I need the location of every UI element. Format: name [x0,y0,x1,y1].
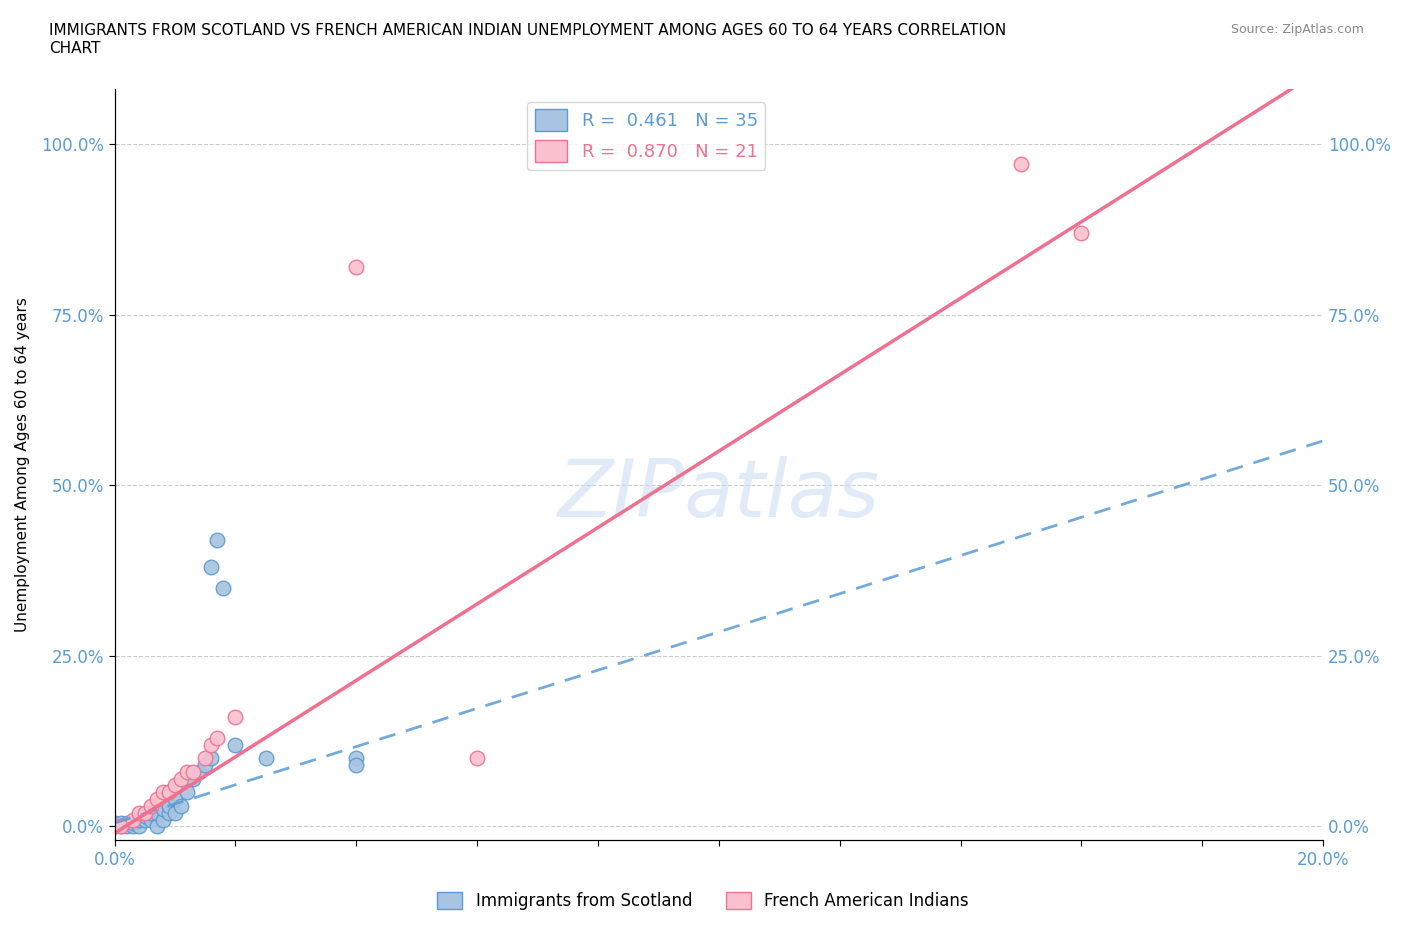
Point [110,819,132,834]
Point [139,812,162,827]
Point [194,751,217,765]
Legend: Immigrants from Scotland, French American Indians: Immigrants from Scotland, French America… [430,885,976,917]
Point [188,764,211,779]
Point [163,791,186,806]
Point [121,812,143,827]
Point [224,737,246,752]
Text: Source: ZipAtlas.com: Source: ZipAtlas.com [1230,23,1364,36]
Point [134,809,156,824]
Point [157,805,180,820]
Point [170,799,193,814]
Point [465,751,488,765]
Point [134,805,156,820]
Point [134,812,156,827]
Point [139,805,162,820]
Point [194,758,217,773]
Point [103,816,125,830]
Point [181,771,204,786]
Point [163,778,186,793]
Point [139,799,162,814]
Point [128,819,150,834]
Point [176,764,198,779]
Point [115,816,138,830]
Point [103,819,125,834]
Point [152,785,174,800]
Point [157,799,180,814]
Point [344,259,367,274]
Point [152,812,174,827]
Point [115,819,138,834]
Point [157,785,180,800]
Point [224,710,246,724]
Point [128,805,150,820]
Point [212,580,235,595]
Text: IMMIGRANTS FROM SCOTLAND VS FRENCH AMERICAN INDIAN UNEMPLOYMENT AMONG AGES 60 TO: IMMIGRANTS FROM SCOTLAND VS FRENCH AMERI… [49,23,1007,56]
Point [103,819,125,834]
Point [207,730,229,745]
Point [1070,225,1092,240]
Point [200,737,222,752]
Y-axis label: Unemployment Among Ages 60 to 64 years: Unemployment Among Ages 60 to 64 years [15,298,30,632]
Point [344,758,367,773]
Point [152,802,174,817]
Point [146,819,169,834]
Point [181,764,204,779]
Text: ZIPatlas: ZIPatlas [558,456,880,534]
Point [170,771,193,786]
Point [344,751,367,765]
Legend: R =  0.461   N = 35, R =  0.870   N = 21: R = 0.461 N = 35, R = 0.870 N = 21 [527,102,765,169]
Point [110,816,132,830]
Point [254,751,277,765]
Point [121,816,143,830]
Point [146,805,169,820]
Point [121,819,143,834]
Point [1010,157,1032,172]
Point [176,785,198,800]
Point [163,805,186,820]
Point [207,532,229,547]
Point [146,791,169,806]
Point [200,751,222,765]
Point [128,812,150,827]
Point [200,560,222,575]
Point [110,819,132,834]
